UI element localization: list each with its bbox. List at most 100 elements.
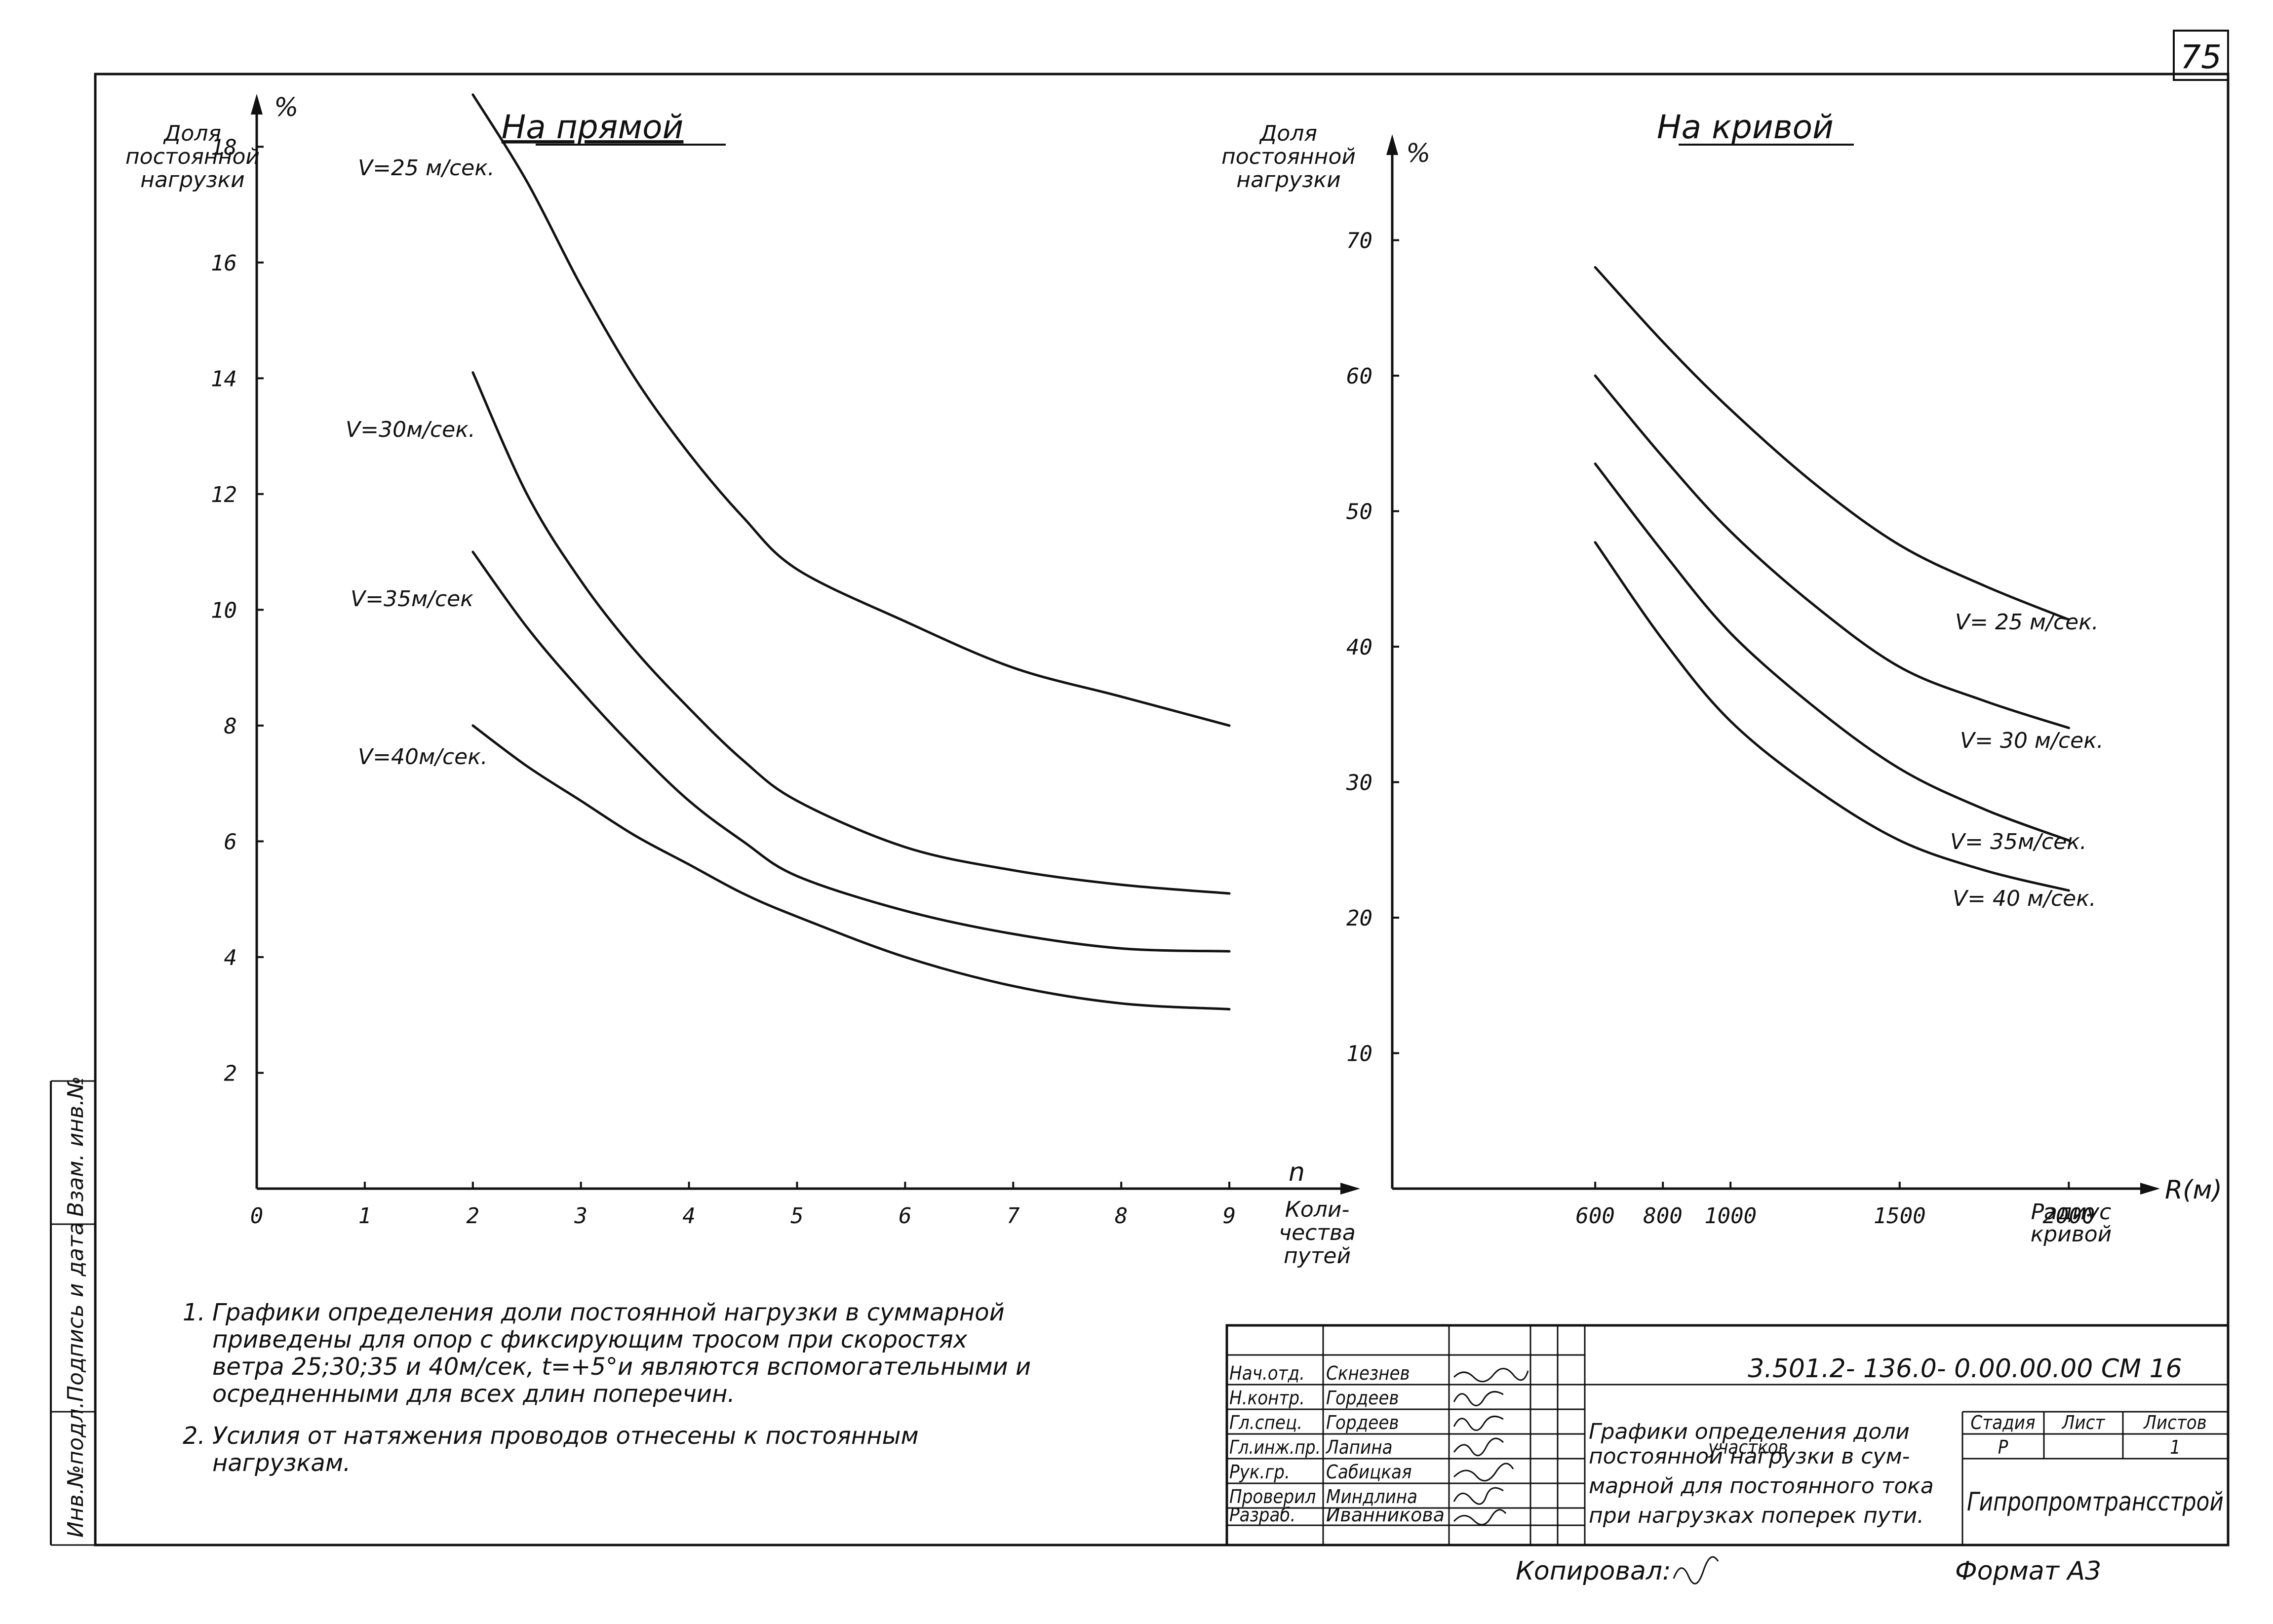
straight-x-tick-label: 9: [1223, 1203, 1236, 1229]
page-number: 75: [2180, 38, 2222, 76]
straight-y-tick-label: 14: [211, 366, 237, 391]
doc-code: 3.501.2- 136.0- 0.00.00.00 СМ 16: [1748, 1354, 2182, 1384]
tb-title-line: при нагрузках поперек пути.: [1589, 1503, 1924, 1528]
chart-curve-y-ticks: 10 20 30 40 50 60 70: [1346, 229, 1399, 1067]
tb-role: Нач.отд.: [1229, 1362, 1305, 1384]
curve-x-tick-label: 1500: [1874, 1203, 1926, 1229]
curve-series-line-2: [1594, 374, 2070, 730]
title-block-frame: [1225, 1324, 2230, 1547]
straight-y-tick-label: 8: [224, 714, 237, 739]
chart-straight-ylabel-2: постоянной: [125, 144, 260, 169]
chart-straight-series: [471, 93, 1231, 1010]
note-1-line: ветра 25;30;35 и 40м/сек, t=+5°и являютс…: [212, 1353, 1031, 1381]
straight-x-tick-label: 2: [467, 1203, 480, 1229]
chart-curve: На кривой % Доля постоянной нагрузки R(м…: [1221, 108, 2222, 1247]
chart-curve-x-arrow: [2140, 1183, 2160, 1195]
curve-series-line-1: [1594, 266, 2070, 621]
chart-curve-x-ticks: 600 800 1000 1500 2000: [1575, 1182, 2095, 1229]
signature-mark: [1453, 1391, 1504, 1406]
series-label-v30-curve: V= 30 м/сек.: [1960, 728, 2104, 753]
tb-name: Гордеев: [1326, 1412, 1399, 1433]
straight-y-tick-label: 2: [224, 1061, 237, 1086]
chart-straight-y-arrow: [251, 94, 263, 115]
curve-y-tick-label: 30: [1346, 771, 1372, 796]
chart-curve-x-unit: R(м): [2165, 1175, 2222, 1205]
curve-y-tick-label: 50: [1346, 500, 1372, 525]
tb-title-line: марной для постоянного тока: [1589, 1473, 1934, 1499]
tb-role: Гл.инж.пр.: [1229, 1436, 1321, 1458]
straight-x-tick-label: 8: [1115, 1203, 1128, 1229]
page-number-box: [2173, 30, 2229, 81]
straight-x-tick-label: 0: [250, 1203, 264, 1229]
signature-mark: [1453, 1463, 1514, 1482]
sheet-frame: [94, 73, 2230, 1547]
tb-title-line: Графики определения доли: [1589, 1419, 1910, 1444]
side-label-sign: Подпись и дата: [63, 1222, 88, 1402]
straight-series-line-3: [471, 550, 1231, 953]
sheets-value: 1: [2170, 1436, 2181, 1458]
tb-name: Лапина: [1326, 1436, 1393, 1458]
series-label-v40-curve: V= 40 м/сек.: [1953, 886, 2096, 911]
chart-straight-ylabel-1: Доля: [163, 121, 221, 146]
note-1-line: Графики определения доли постоянной нагр…: [212, 1299, 1005, 1326]
copied-signature: [1673, 1556, 1719, 1585]
organization: Гипропромтрансстрой: [1967, 1487, 2224, 1517]
tb-name: Сабицкая: [1326, 1461, 1412, 1483]
note-1-line: приведены для опор с фиксирующим тросом …: [212, 1326, 968, 1353]
straight-x-tick-label: 6: [899, 1203, 912, 1229]
series-label-v25-straight: V=25 м/сек.: [358, 155, 495, 181]
tb-name: Гордеев: [1326, 1387, 1399, 1409]
tb-name: Скнезнев: [1326, 1362, 1410, 1384]
format-label: Формат А3: [1955, 1556, 2101, 1586]
tb-name: Иванникова: [1326, 1504, 1445, 1526]
straight-series-line-1: [471, 93, 1231, 727]
curve-y-tick-label: 10: [1346, 1042, 1372, 1067]
chart-curve-ylabel-1: Доля: [1259, 121, 1317, 146]
chart-curve-ylabel-3: нагрузки: [1236, 167, 1340, 193]
straight-y-tick-label: 10: [211, 598, 237, 623]
chart-straight: На прямой % Доля постоянной нагрузки n К…: [125, 93, 1360, 1269]
curve-x-tick-label: 1000: [1704, 1203, 1757, 1229]
stage-value: Р: [1998, 1436, 2008, 1458]
signature-mark: [1453, 1437, 1504, 1456]
chart-curve-xlabel-2: кривой: [2031, 1222, 2112, 1247]
straight-series-line-2: [471, 371, 1231, 895]
chart-straight-y-ticks: 2 4 6 8 10 12 14 16 18: [211, 135, 264, 1086]
chart-straight-xlabel-1: Коли-: [1285, 1197, 1350, 1222]
title-block: 3.501.2- 136.0- 0.00.00.00 СМ 16 Нач.отд…: [1225, 1324, 2230, 1547]
chart-straight-x-unit: n: [1289, 1158, 1305, 1187]
chart-curve-y-arrow: [1386, 134, 1398, 155]
note-2-number: 2.: [183, 1422, 205, 1450]
chart-straight-title: На прямой: [502, 108, 684, 146]
chart-straight-x-arrow: [1340, 1183, 1360, 1195]
signature-mark: [1453, 1509, 1507, 1526]
note-2-line: нагрузкам.: [212, 1449, 351, 1477]
chart-straight-ylabel-3: нагрузки: [140, 167, 244, 193]
straight-y-tick-label: 4: [224, 945, 237, 970]
chart-curve-ylabel-2: постоянной: [1221, 144, 1356, 169]
straight-y-tick-label: 16: [211, 251, 237, 276]
series-label-v30-straight: V=30м/сек.: [346, 417, 475, 442]
series-label-v35-straight: V=35м/сек: [351, 586, 473, 612]
note-1-line: осредненными для всех длин поперечин.: [212, 1380, 735, 1408]
chart-straight-xlabel-2: чества: [1279, 1220, 1356, 1245]
tb-name: Миндлина: [1326, 1486, 1417, 1508]
note-1-number: 1.: [183, 1299, 205, 1326]
side-label-inv: Инв.№подл.: [63, 1401, 88, 1538]
tb-title-line: постоянной нагрузки в сум-: [1589, 1444, 1910, 1469]
straight-y-tick-label: 6: [224, 829, 237, 854]
curve-y-tick-label: 40: [1346, 635, 1372, 660]
series-label-v40-straight: V=40м/сек.: [358, 744, 488, 770]
tb-role: Проверил: [1229, 1486, 1316, 1508]
signatures: [1453, 1368, 1529, 1526]
curve-series-line-3: [1594, 463, 2070, 842]
straight-series-line-4: [471, 724, 1231, 1010]
curve-x-tick-label: 2000: [2042, 1203, 2095, 1229]
chart-straight-xlabel-3: путей: [1284, 1243, 1351, 1269]
signature-mark: [1453, 1368, 1529, 1383]
chart-curve-xlabel-1: Радиус: [2031, 1199, 2112, 1225]
note-2-line: Усилия от натяжения проводов отнесены к …: [212, 1422, 919, 1450]
curve-series-line-4: [1594, 541, 2070, 892]
straight-y-tick-label: 18: [211, 135, 237, 160]
